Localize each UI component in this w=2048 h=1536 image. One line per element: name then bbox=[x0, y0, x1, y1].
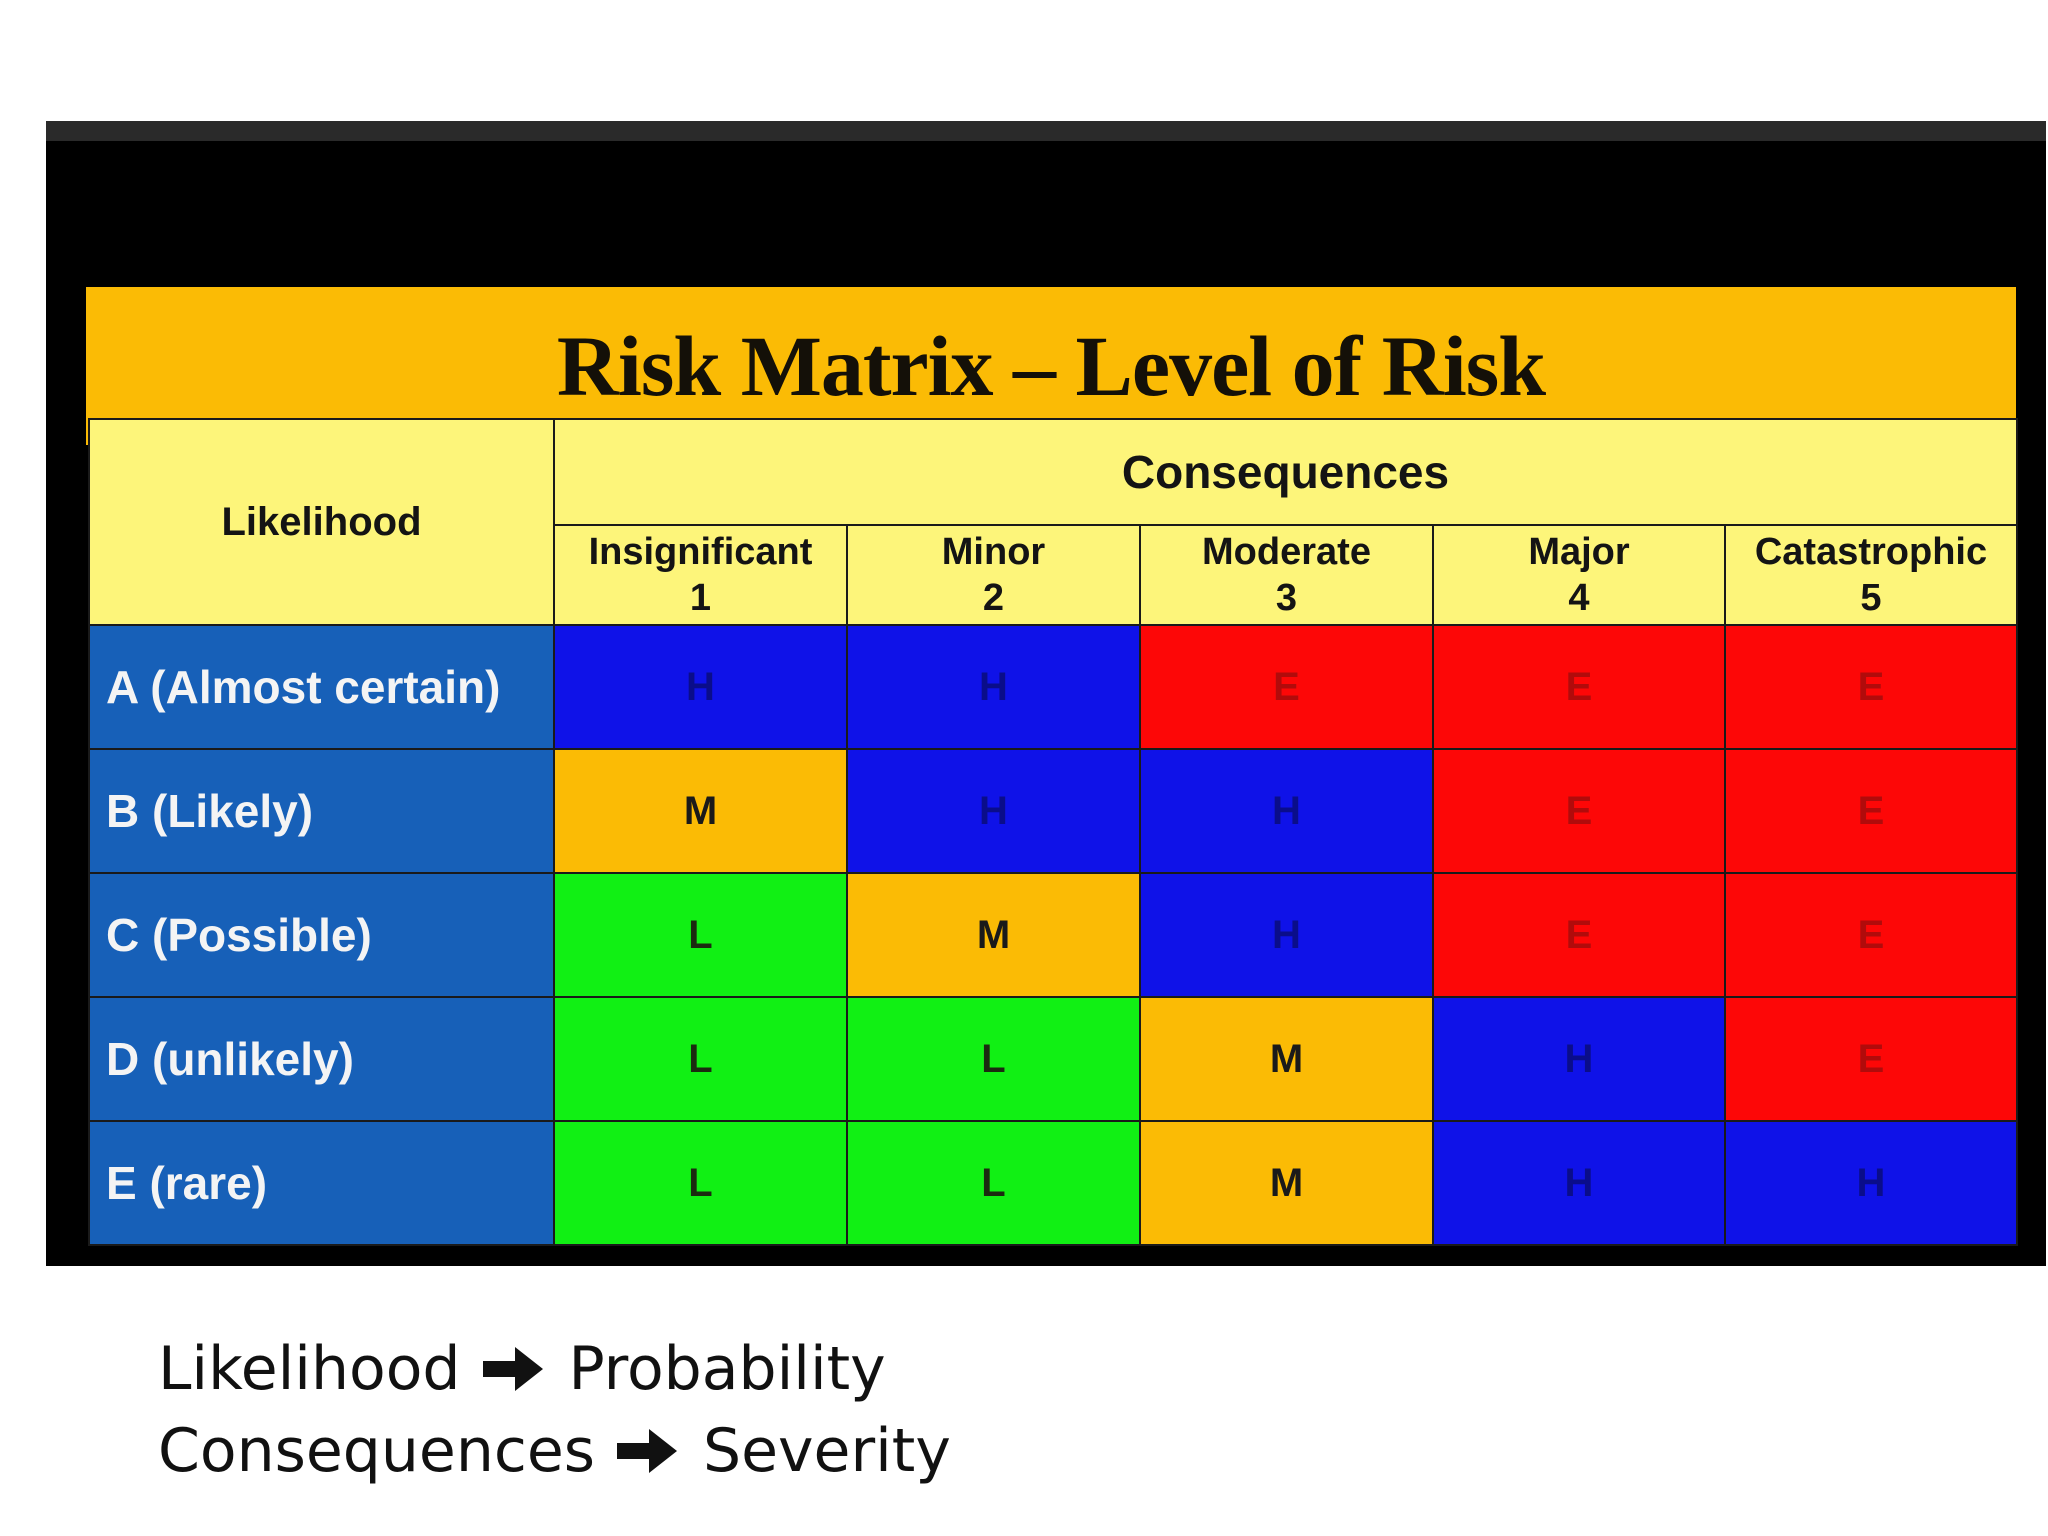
column-header-minor: Minor 2 bbox=[846, 524, 1141, 626]
caption-line-consequences: Consequences Severity bbox=[158, 1410, 951, 1492]
likelihood-row-label: B (Likely) bbox=[88, 748, 555, 874]
risk-level-cell: L bbox=[846, 996, 1141, 1122]
caption-likelihood-text: Likelihood bbox=[158, 1334, 461, 1404]
risk-level-cell: L bbox=[846, 1120, 1141, 1246]
column-name: Major bbox=[1528, 531, 1630, 573]
risk-level-cell: H bbox=[846, 624, 1141, 750]
column-header-moderate: Moderate 3 bbox=[1139, 524, 1434, 626]
column-number: 3 bbox=[1275, 577, 1298, 619]
risk-level-cell: H bbox=[1432, 1120, 1726, 1246]
risk-level-cell: M bbox=[846, 872, 1141, 998]
caption-line-likelihood: Likelihood Probability bbox=[158, 1328, 951, 1410]
matrix-row: E (rare) L L M H H bbox=[88, 1120, 2018, 1246]
risk-level-cell: M bbox=[1139, 1120, 1434, 1246]
risk-level-cell: H bbox=[553, 624, 848, 750]
column-header-major: Major 4 bbox=[1432, 524, 1726, 626]
risk-level-cell: E bbox=[1724, 872, 2018, 998]
header-row-columns: Insignificant 1 Minor 2 Moderate 3 Major… bbox=[89, 524, 2018, 626]
risk-level-cell: E bbox=[1432, 624, 1726, 750]
matrix-row: A (Almost certain) H H E E E bbox=[88, 624, 2018, 750]
likelihood-row-label: A (Almost certain) bbox=[88, 624, 555, 750]
consequences-header: Consequences bbox=[553, 418, 2018, 526]
caption-severity-text: Severity bbox=[703, 1416, 951, 1486]
risk-level-cell: E bbox=[1139, 624, 1434, 750]
bold-right-arrow-icon bbox=[482, 1347, 543, 1391]
risk-level-cell: E bbox=[1432, 748, 1726, 874]
column-name: Moderate bbox=[1202, 531, 1371, 573]
caption-consequences-text: Consequences bbox=[158, 1416, 596, 1486]
risk-level-cell: H bbox=[1139, 872, 1434, 998]
risk-level-cell: L bbox=[553, 872, 848, 998]
header-row-top: Likelihood Consequences bbox=[88, 418, 2018, 626]
risk-level-cell: E bbox=[1724, 624, 2018, 750]
bold-right-arrow-icon bbox=[617, 1429, 678, 1473]
risk-matrix-photo: Risk Matrix – Level of Risk Likelihood C… bbox=[46, 121, 2046, 1266]
risk-level-cell: H bbox=[1139, 748, 1434, 874]
likelihood-row-label: D (unlikely) bbox=[88, 996, 555, 1122]
matrix-title: Risk Matrix – Level of Risk bbox=[556, 318, 1546, 414]
column-name: Catastrophic bbox=[1754, 531, 1988, 573]
risk-level-cell: E bbox=[1432, 872, 1726, 998]
column-header-catastrophic: Catastrophic 5 bbox=[1724, 524, 2018, 626]
risk-level-cell: L bbox=[553, 1120, 848, 1246]
risk-level-cell: M bbox=[1139, 996, 1434, 1122]
column-name: Insignificant bbox=[588, 531, 813, 573]
likelihood-row-label: E (rare) bbox=[88, 1120, 555, 1246]
column-number: 2 bbox=[982, 577, 1005, 619]
risk-level-cell: E bbox=[1724, 748, 2018, 874]
column-number: 4 bbox=[1568, 577, 1590, 619]
risk-level-cell: H bbox=[1432, 996, 1726, 1122]
caption: Likelihood Probability Consequences Seve… bbox=[158, 1328, 951, 1492]
column-number: 1 bbox=[689, 577, 712, 619]
matrix-row: B (Likely) M H H E E bbox=[88, 748, 2018, 874]
risk-level-cell: E bbox=[1724, 996, 2018, 1122]
column-name: Minor bbox=[941, 531, 1046, 573]
matrix-row: D (unlikely) L L M H E bbox=[88, 996, 2018, 1122]
matrix-row: C (Possible) L M H E E bbox=[88, 872, 2018, 998]
caption-probability-text: Probability bbox=[568, 1334, 886, 1404]
risk-level-cell: M bbox=[553, 748, 848, 874]
likelihood-row-label: C (Possible) bbox=[88, 872, 555, 998]
column-header-insignificant: Insignificant 1 bbox=[553, 524, 848, 626]
likelihood-header: Likelihood bbox=[88, 418, 555, 626]
risk-level-cell: H bbox=[1724, 1120, 2018, 1246]
column-number: 5 bbox=[1860, 577, 1882, 619]
risk-level-cell: L bbox=[553, 996, 848, 1122]
risk-level-cell: H bbox=[846, 748, 1141, 874]
risk-matrix-table: Likelihood Consequences Insignificant 1 … bbox=[88, 418, 2018, 1246]
